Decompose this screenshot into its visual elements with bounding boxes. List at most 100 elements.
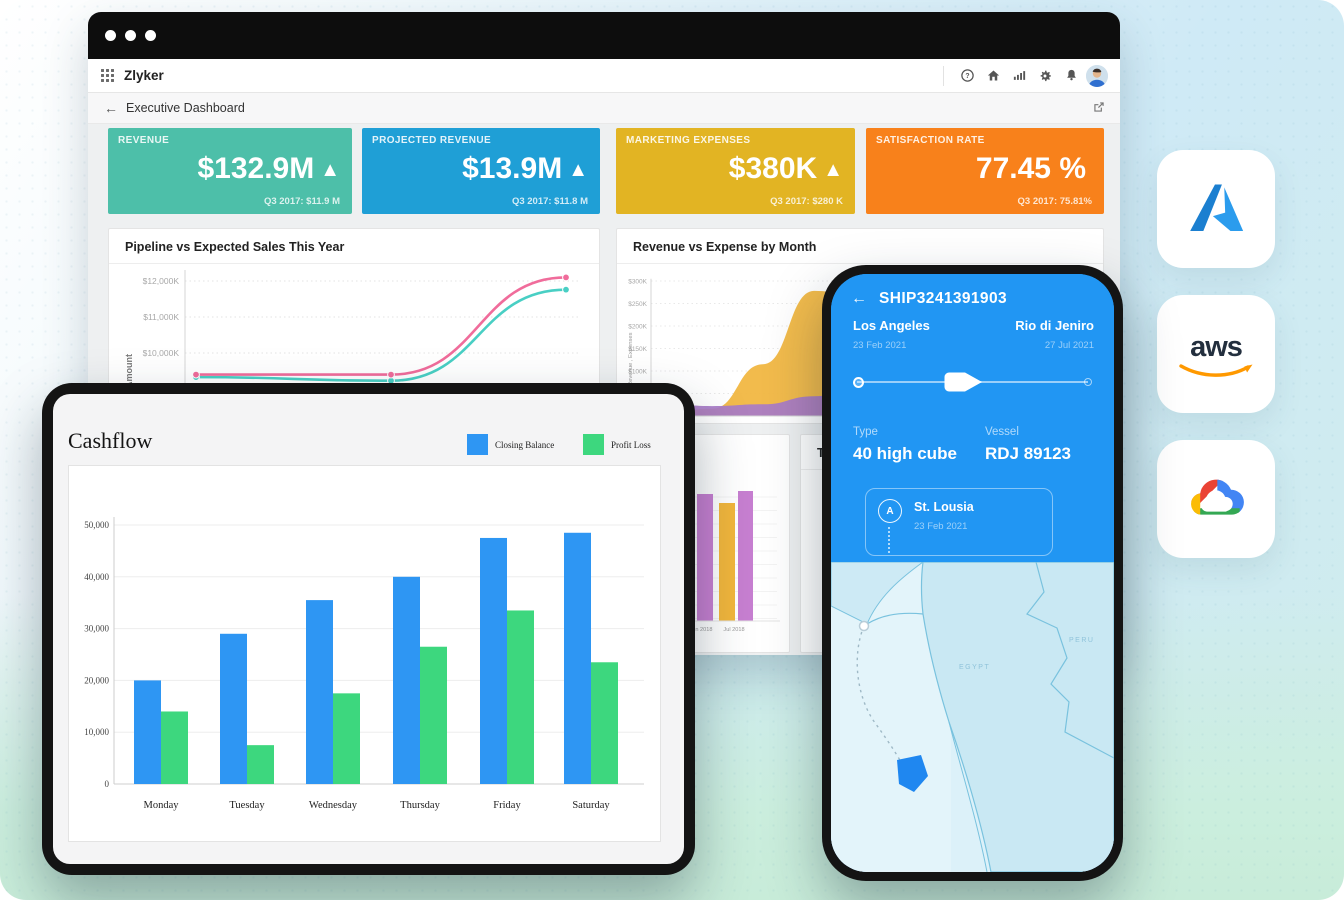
svg-text:$250K: $250K bbox=[628, 301, 647, 308]
origin-city: Los Angeles bbox=[853, 318, 930, 333]
help-icon[interactable]: ? bbox=[954, 63, 980, 89]
legend-swatch bbox=[467, 434, 488, 455]
kpi-value: $132.9M ▲ bbox=[197, 152, 340, 185]
legend-closing-balance[interactable]: Closing Balance bbox=[467, 434, 554, 455]
destination-city: Rio di Jeniro bbox=[1015, 318, 1094, 333]
vessel-label: Vessel bbox=[985, 426, 1019, 438]
open-in-new-icon[interactable] bbox=[1092, 100, 1106, 119]
kpi-label: MARKETING EXPENSES bbox=[626, 135, 751, 146]
azure-icon bbox=[1190, 184, 1244, 231]
svg-text:Thursday: Thursday bbox=[400, 800, 440, 811]
ship-slider-handle[interactable] bbox=[944, 371, 984, 398]
svg-text:Jun 2018: Jun 2018 bbox=[689, 627, 712, 633]
toolbar-divider bbox=[943, 65, 944, 86]
svg-text:40,000: 40,000 bbox=[84, 572, 109, 582]
svg-text:$100K: $100K bbox=[628, 369, 647, 376]
kpi-value: $380K ▲ bbox=[728, 152, 843, 185]
browser-titlebar bbox=[88, 12, 1120, 59]
vessel-value: RDJ 89123 bbox=[985, 444, 1072, 463]
svg-text:Monday: Monday bbox=[144, 800, 180, 811]
phone-device: ← SHIP3241391903 Los Angeles Rio di Jeni… bbox=[822, 265, 1123, 881]
kpi-label: PROJECTED REVENUE bbox=[372, 135, 492, 146]
kpi-footnote: Q3 2017: $11.8 M bbox=[511, 196, 588, 207]
cloud-card-aws: aws bbox=[1157, 295, 1275, 413]
phone-screen: ← SHIP3241391903 Los Angeles Rio di Jeni… bbox=[831, 274, 1114, 872]
shipment-progress-slider[interactable] bbox=[853, 370, 1092, 394]
app-logo-text: Zlyker bbox=[124, 68, 164, 83]
route-dotted-line bbox=[888, 527, 890, 553]
shipment-id: SHIP3241391903 bbox=[879, 290, 1007, 307]
svg-text:$11,000K: $11,000K bbox=[143, 312, 179, 322]
map-label-peru: PERU bbox=[1069, 637, 1094, 644]
kpi-value: $13.9M ▲ bbox=[462, 152, 588, 185]
tablet-screen: Cashflow Closing Balance Profit Loss 0 10… bbox=[53, 394, 684, 864]
avatar[interactable] bbox=[1086, 64, 1108, 87]
svg-text:Friday: Friday bbox=[493, 800, 521, 811]
stop-marker-a-icon: A bbox=[878, 499, 902, 523]
svg-text:30,000: 30,000 bbox=[84, 624, 109, 634]
revenue-expense-panel-title: Revenue vs Expense by Month bbox=[633, 240, 817, 254]
svg-text:Jul 2018: Jul 2018 bbox=[723, 627, 744, 633]
svg-text:?: ? bbox=[965, 73, 969, 80]
app-toolbar: Zlyker ? bbox=[88, 59, 1120, 93]
cloud-card-azure bbox=[1157, 150, 1275, 268]
ship-icon bbox=[944, 372, 982, 392]
legend-label: Closing Balance bbox=[495, 439, 555, 450]
kpi-footnote: Q3 2017: $280 K bbox=[770, 196, 843, 207]
kpi-label: REVENUE bbox=[118, 135, 170, 146]
kpi-card-satisfaction-rate[interactable]: SATISFACTION RATE 77.45 % Q3 2017: 75.81… bbox=[866, 128, 1104, 214]
kpi-footnote: Q3 2017: $11.9 M bbox=[263, 196, 340, 207]
svg-text:Wednesday: Wednesday bbox=[309, 800, 358, 811]
window-control-minimize[interactable] bbox=[125, 30, 136, 41]
home-icon[interactable] bbox=[980, 63, 1006, 89]
type-label: Type bbox=[853, 426, 878, 438]
svg-text:$300K: $300K bbox=[628, 279, 647, 286]
trend-up-icon: ▲ bbox=[320, 159, 340, 181]
svg-text:20,000: 20,000 bbox=[84, 675, 109, 685]
port-marker bbox=[858, 620, 870, 632]
cashflow-card: 0 10,000 20,000 30,000 40,000 50,000 Monday Tue… bbox=[68, 465, 661, 842]
back-arrow-icon[interactable]: ← bbox=[104, 100, 118, 116]
slider-start-point bbox=[853, 377, 864, 388]
stop-card: A St. Lousia 23 Feb 2021 bbox=[865, 488, 1053, 556]
stop-name: St. Lousia bbox=[914, 500, 974, 514]
stop-date: 23 Feb 2021 bbox=[914, 521, 968, 532]
aws-smile-icon bbox=[1179, 363, 1253, 377]
page-header: ← Executive Dashboard bbox=[88, 93, 1120, 124]
slider-end-point bbox=[1084, 378, 1092, 386]
svg-text:$200K: $200K bbox=[628, 324, 647, 331]
apps-grid-icon[interactable] bbox=[101, 69, 114, 82]
vessel-marker-icon bbox=[897, 755, 928, 792]
svg-text:Tuesday: Tuesday bbox=[229, 800, 265, 811]
map-label-egypt: EGYPT bbox=[959, 664, 990, 671]
cashflow-chart: 0 10,000 20,000 30,000 40,000 50,000 Monday Tue… bbox=[84, 517, 644, 811]
route-path bbox=[856, 625, 902, 763]
legend-label: Profit Loss bbox=[611, 439, 651, 450]
legend-swatch bbox=[583, 434, 604, 455]
kpi-label: SATISFACTION RATE bbox=[876, 135, 985, 146]
aws-icon: aws bbox=[1190, 330, 1243, 363]
pipeline-panel-title: Pipeline vs Expected Sales This Year bbox=[125, 240, 345, 254]
window-control-close[interactable] bbox=[105, 30, 116, 41]
pipeline-chart: $10,000K $11,000K $12,000K Amount bbox=[124, 270, 581, 388]
kpi-card-revenue[interactable]: REVENUE $132.9M ▲ Q3 2017: $11.9 M bbox=[108, 128, 352, 214]
tracking-map[interactable]: EGYPT PERU bbox=[831, 561, 1114, 872]
trend-up-icon: ▲ bbox=[568, 159, 588, 181]
svg-text:$150K: $150K bbox=[628, 346, 647, 353]
tablet-device: Cashflow Closing Balance Profit Loss 0 10… bbox=[42, 383, 695, 875]
window-control-maximize[interactable] bbox=[145, 30, 156, 41]
settings-icon[interactable] bbox=[1032, 63, 1058, 89]
svg-text:Amount: Amount bbox=[124, 354, 134, 388]
kpi-card-projected-revenue[interactable]: PROJECTED REVENUE $13.9M ▲ Q3 2017: $11.8… bbox=[362, 128, 600, 214]
svg-text:Saturday: Saturday bbox=[572, 800, 610, 811]
svg-text:10,000: 10,000 bbox=[84, 727, 109, 737]
notifications-icon[interactable] bbox=[1058, 63, 1084, 89]
legend-profit-loss[interactable]: Profit Loss bbox=[583, 434, 651, 455]
type-value: 40 high cube bbox=[853, 444, 957, 463]
kpi-value: 77.45 % bbox=[975, 152, 1086, 185]
kpi-card-marketing-expenses[interactable]: MARKETING EXPENSES $380K ▲ Q3 2017: $280 … bbox=[616, 128, 855, 214]
phone-back-arrow-icon[interactable]: ← bbox=[851, 290, 867, 307]
cashflow-title: Cashflow bbox=[68, 428, 153, 453]
trend-up-icon: ▲ bbox=[823, 159, 843, 181]
reports-icon[interactable] bbox=[1006, 63, 1032, 89]
